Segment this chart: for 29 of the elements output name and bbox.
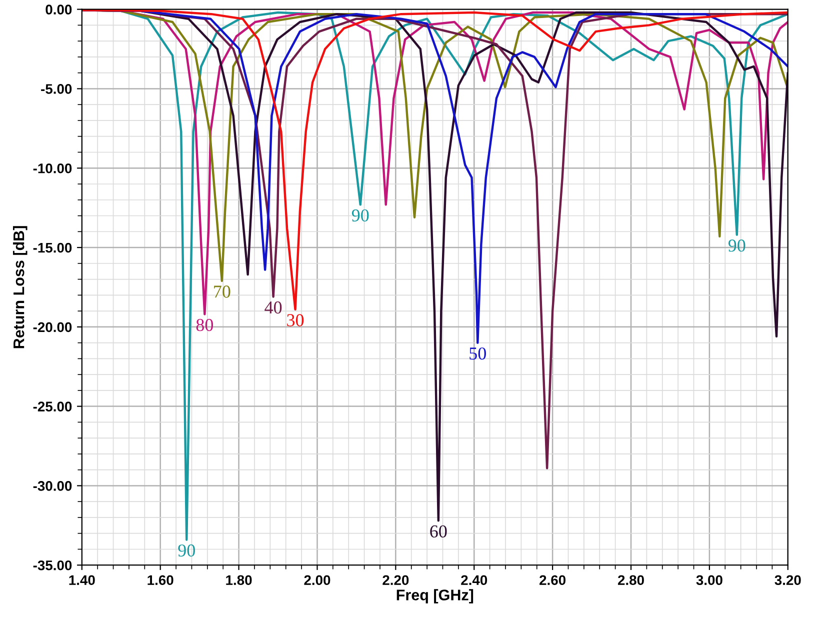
x-tick-label: 2.00 [304,575,330,586]
annotation: 80 [196,318,213,332]
x-tick-label: 2.60 [540,575,566,586]
annotation: 60 [430,525,447,538]
x-tick-label: 1.40 [69,575,95,586]
annotation: 30 [287,314,304,326]
y-tick-label: -20.00 [33,322,72,332]
y-axis-title: Return Loss [dB] [13,226,28,348]
y-tick-label: -35.00 [33,560,72,570]
annotation: 40 [264,301,282,314]
y-tick-label: -10.00 [33,163,72,174]
x-tick-label: 2.80 [618,575,644,586]
x-tick-label: 3.20 [774,575,801,586]
x-tick-label: 3.00 [696,575,722,586]
x-tick-label: 2.20 [382,575,409,586]
x-axis-title: Freq [GHz] [396,589,474,604]
annotation: 70 [214,286,230,298]
y-tick-label: -30.00 [33,481,72,491]
annotation: 50 [470,347,486,360]
annotation: 90 [178,544,195,557]
x-tick-label: 2.40 [461,575,488,586]
y-tick-label: -25.00 [33,402,72,412]
annotation: 90 [352,209,369,222]
annotation: 90 [728,240,746,252]
y-tick-label: 0.00 [46,4,72,14]
x-tick-label: 1.80 [226,575,252,586]
x-tick-label: 1.60 [148,575,174,586]
y-tick-label: -5.00 [41,84,72,94]
y-tick-label: -15.00 [33,242,72,253]
